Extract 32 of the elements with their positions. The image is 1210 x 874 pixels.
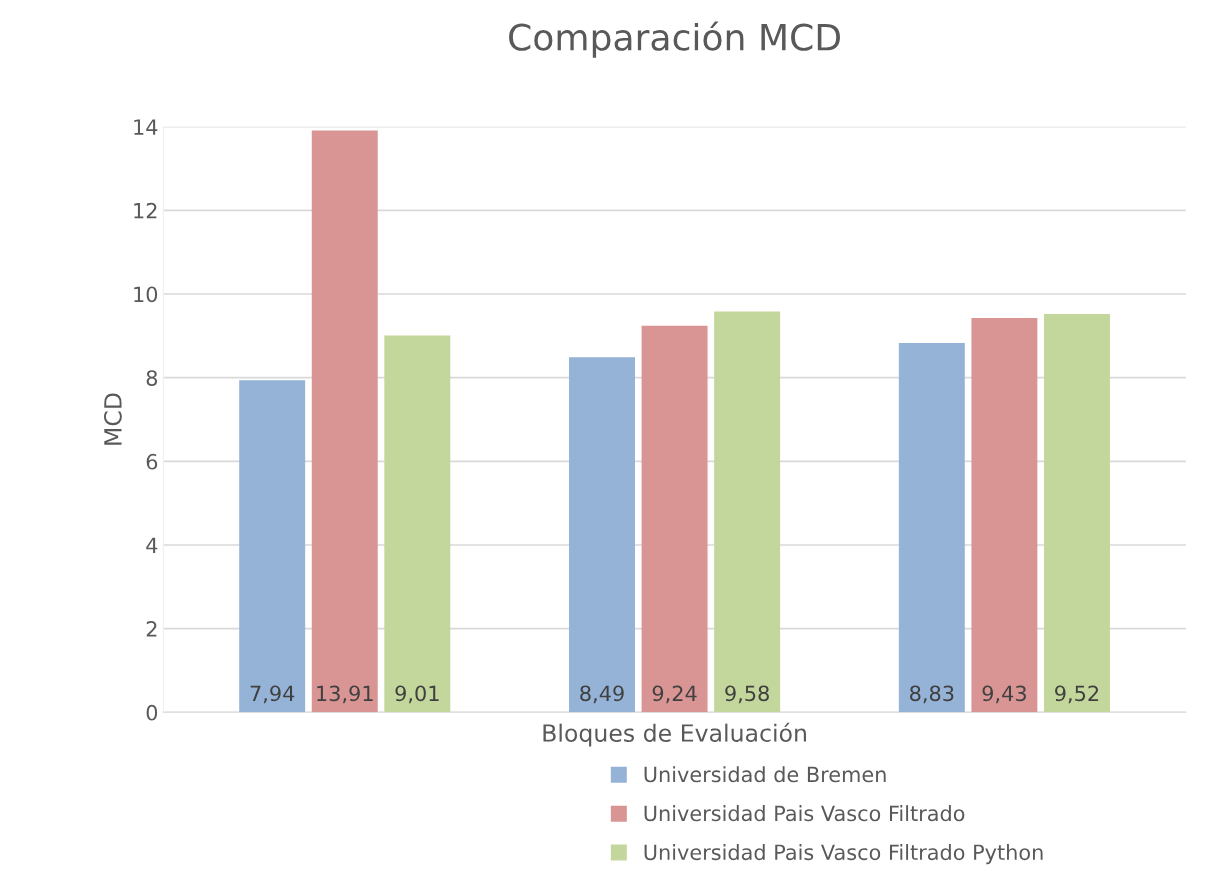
bar	[898, 342, 965, 713]
y-tick-label: 8	[146, 370, 158, 386]
bar	[971, 317, 1038, 713]
data-label: 9,43	[982, 685, 1026, 704]
legend-label: Universidad Pais Vasco Filtrado Python	[644, 844, 1043, 865]
x-axis-title: Bloques de Evaluación	[543, 722, 806, 747]
y-tick-label: 4	[146, 537, 158, 553]
y-tick-label: 2	[146, 621, 157, 637]
bar	[1043, 314, 1110, 713]
bar	[239, 380, 306, 713]
y-tick-label: 14	[134, 119, 158, 135]
data-label: 9,52	[1055, 685, 1099, 704]
data-label: 9,58	[725, 685, 769, 704]
y-tick-label: 6	[146, 453, 158, 470]
legend-label: Universidad de Bremen	[644, 766, 886, 783]
bar	[384, 335, 451, 713]
data-label: 8,49	[580, 685, 624, 704]
bar	[311, 130, 378, 713]
data-label: 9,24	[652, 685, 697, 704]
legend-label: Universidad Pais Vasco Filtrado	[644, 805, 965, 822]
data-label: 13,91	[317, 685, 373, 704]
y-tick-label: 10	[134, 286, 158, 303]
y-tick-label: 0	[146, 704, 158, 721]
chart-title: Comparación MCD	[509, 21, 840, 58]
bar	[714, 311, 781, 713]
y-axis-title: MCD	[103, 393, 122, 445]
data-label: 9,01	[395, 685, 439, 704]
data-label: 7,94	[250, 685, 295, 704]
data-label: 8,83	[910, 685, 954, 704]
bar	[641, 325, 708, 713]
bar	[569, 357, 635, 713]
y-tick-label: 12	[134, 202, 157, 219]
